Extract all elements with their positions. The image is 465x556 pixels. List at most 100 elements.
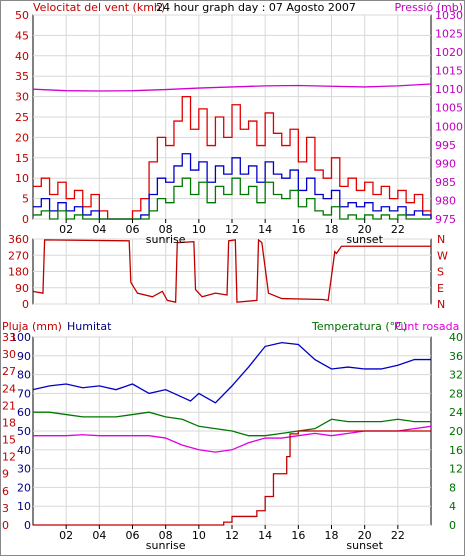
sunrise-label: sunrise: [146, 539, 186, 552]
rain-tick-label: 33: [2, 331, 16, 344]
rain-axis-title: Pluja (mm): [2, 320, 62, 333]
pressure-tick-label: 975: [435, 213, 456, 226]
wind-speed-axis-title: Velocitat del vent (kmh): [33, 1, 165, 14]
humidity-tick-label: 20: [17, 481, 31, 494]
temperature-axis-title: Temperatura (°C): [311, 320, 407, 333]
pressure-tick-label: 1005: [435, 102, 463, 115]
x-tick-label: 06: [126, 529, 140, 542]
rain-tick-label: 9: [2, 468, 9, 481]
humidity-tick-label: 10: [17, 500, 31, 513]
direction-series: [32, 238, 431, 303]
pressure-tick-label: 1025: [435, 28, 463, 41]
wind-tick-label: 0: [22, 213, 29, 226]
sunset-label: sunset: [346, 233, 383, 246]
temperature-tick-label: 4: [449, 500, 456, 513]
temperature-tick-label: 20: [449, 425, 463, 438]
x-tick-label: 12: [225, 529, 239, 542]
wind-tick-label: 45: [15, 29, 29, 42]
compass-tick-label: E: [437, 282, 444, 295]
temperature-tick-label: 16: [449, 444, 463, 457]
wind-tick-label: 20: [15, 131, 29, 144]
wind-tick-label: 5: [22, 193, 29, 206]
rain-tick-label: 30: [2, 348, 16, 361]
humidity-tick-label: 60: [17, 406, 31, 419]
x-tick-label: 02: [59, 529, 73, 542]
wind-tick-label: 40: [15, 50, 29, 63]
wind-tick-label: 35: [15, 70, 29, 83]
dew-point-axis-title: Punt rosada: [394, 320, 459, 333]
sunset-label: sunset: [346, 539, 383, 552]
x-tick-label: 14: [258, 529, 272, 542]
x-tick-label: 08: [159, 529, 173, 542]
humidity-tick-label: 50: [17, 425, 31, 438]
x-tick-label: 16: [291, 223, 305, 236]
x-tick-label: 04: [92, 529, 106, 542]
rain-tick-label: 15: [2, 434, 16, 447]
temperature-tick-label: 28: [449, 387, 463, 400]
temperature-tick-label: 24: [449, 406, 463, 419]
series-temperature: [33, 411, 431, 437]
pressure-axis-title: Pressió (mb): [394, 1, 463, 14]
rain-tick-label: 6: [2, 485, 9, 498]
x-tick-label: 10: [192, 223, 206, 236]
temperature-tick-label: 36: [449, 350, 463, 363]
wind-tick-label: 50: [15, 9, 29, 22]
pressure-tick-label: 1020: [435, 46, 463, 59]
temperature-tick-label: 40: [449, 331, 463, 344]
pressure-tick-label: 995: [435, 139, 456, 152]
compass-tick-label: N: [437, 233, 445, 246]
rain-tick-label: 18: [2, 416, 16, 429]
direction-tick-label: 180: [8, 266, 29, 279]
x-tick-label: 02: [59, 223, 73, 236]
x-tick-label: 16: [291, 529, 305, 542]
humidity-tick-label: 40: [17, 444, 31, 457]
pressure-tick-label: 990: [435, 157, 456, 170]
compass-tick-label: N: [437, 298, 445, 311]
x-tick-label: 22: [391, 529, 405, 542]
rain-tick-label: 27: [2, 365, 16, 378]
rain-tick-label: 0: [2, 519, 9, 532]
pressure-tick-label: 980: [435, 194, 456, 207]
humidity-tick-label: 70: [17, 387, 31, 400]
x-tick-label: 20: [358, 529, 372, 542]
series-rain: [33, 430, 431, 526]
humidity-tick-label: 0: [24, 519, 31, 532]
rain-tick-label: 21: [2, 399, 16, 412]
x-tick-label: 14: [258, 223, 272, 236]
x-tick-label: 06: [126, 223, 140, 236]
temperature-tick-label: 32: [449, 369, 463, 382]
x-tick-label: 22: [391, 223, 405, 236]
wind-series-minimum: [33, 177, 431, 220]
humidity-tick-label: 80: [17, 369, 31, 382]
rain-tick-label: 12: [2, 451, 16, 464]
wind-series-gust: [33, 95, 432, 220]
pressure-tick-label: 1010: [435, 83, 463, 96]
x-tick-label: 18: [325, 529, 339, 542]
rain-tick-label: 24: [2, 382, 16, 395]
pressure-tick-label: 1030: [435, 9, 463, 22]
humidity-tick-label: 100: [10, 331, 31, 344]
direction-tick-label: 0: [22, 298, 29, 311]
series-humidity: [32, 341, 431, 404]
wind-tick-label: 30: [15, 91, 29, 104]
x-tick-label: 08: [159, 223, 173, 236]
pressure-tick-label: 1015: [435, 65, 463, 78]
temperature-tick-label: 0: [449, 519, 456, 532]
pressure-tick-label: 985: [435, 176, 456, 189]
wind-tick-label: 15: [15, 152, 29, 165]
direction-tick-label: 360: [8, 233, 29, 246]
temperature-tick-label: 12: [449, 463, 463, 476]
pressure-tick-label: 1000: [435, 120, 463, 133]
compass-tick-label: W: [437, 249, 448, 262]
x-tick-label: 10: [192, 529, 206, 542]
x-tick-label: 20: [358, 223, 372, 236]
compass-tick-label: S: [437, 266, 444, 279]
sunrise-label: sunrise: [146, 233, 186, 246]
wind-tick-label: 25: [15, 111, 29, 124]
series-layer: [32, 83, 432, 526]
x-tick-label: 18: [325, 223, 339, 236]
direction-tick-label: 90: [15, 282, 29, 295]
humidity-axis-title: Humitat: [67, 320, 112, 333]
